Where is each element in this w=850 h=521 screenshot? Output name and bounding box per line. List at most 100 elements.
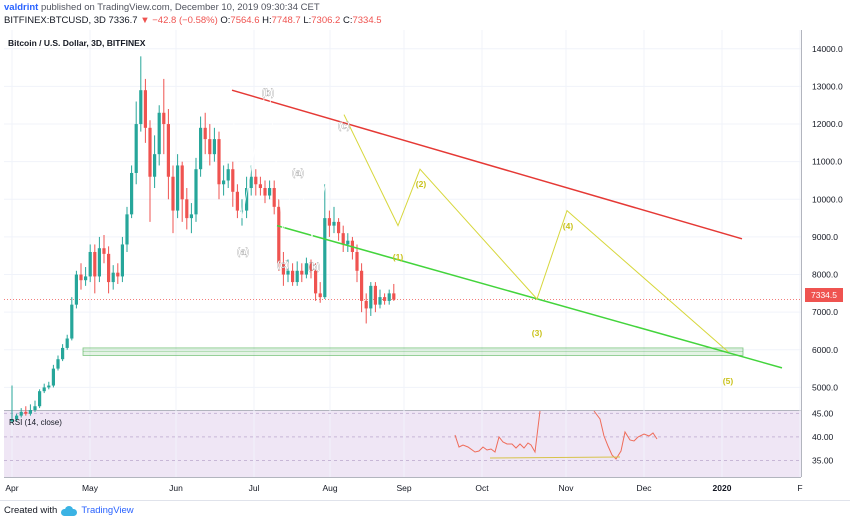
chart-title: Bitcoin / U.S. Dollar, 3D, BITFINEX: [8, 38, 146, 48]
candle-up: [212, 139, 216, 155]
candle-up: [249, 176, 253, 189]
wave-label-white: (c): [277, 260, 289, 271]
candle-up: [125, 214, 129, 245]
rsi-indicator: [454, 410, 658, 460]
candle-up: [286, 270, 290, 275]
candle-down: [116, 272, 120, 277]
wave-label-white: (a): [292, 168, 304, 179]
candle-up: [130, 172, 134, 215]
wave-label-yellow: (3): [532, 328, 543, 338]
candle-up: [245, 188, 249, 211]
price-tick-label: 13000.0: [812, 81, 843, 91]
low-label: L:: [303, 15, 312, 26]
price-tick-label: 11000.0: [812, 157, 842, 167]
rsi-tick-label: 40.00: [812, 432, 834, 442]
candle-up: [38, 391, 42, 407]
publisher-header: valdrint published on TradingView.com, D…: [0, 0, 850, 30]
candle-up: [28, 410, 32, 414]
candle-down: [383, 297, 387, 301]
time-axis[interactable]: Apr May Jun Jul Aug Sep Oct Nov Dec 2020 F: [5, 483, 802, 493]
candle-up: [295, 270, 299, 283]
candle-down: [360, 270, 364, 301]
price-tick-label: 7000.0: [812, 307, 838, 317]
candle-up: [268, 188, 272, 196]
rsi-line-segment-2: [593, 410, 658, 460]
candle-up: [134, 124, 138, 173]
candle-up: [42, 387, 46, 392]
descending-resistance-line: [231, 89, 743, 240]
candle-up: [222, 180, 226, 185]
price-pane[interactable]: [4, 30, 801, 410]
candle-up: [33, 406, 37, 410]
candle-down: [143, 90, 147, 128]
rsi-tick-label: 35.00: [812, 456, 834, 466]
wave-label-yellow: (1): [393, 252, 404, 262]
candle-down: [171, 176, 175, 211]
candle-up: [240, 210, 244, 212]
candle-up: [111, 272, 115, 283]
candle-up: [15, 415, 19, 420]
candle-down: [231, 169, 235, 192]
rsi-line-segment-1: [454, 410, 541, 454]
open-value: 7564.6: [230, 15, 260, 26]
rsi-label: RSI (14, close): [9, 418, 62, 427]
ohlc-summary: BITFINEX:BTCUSD, 3D 7336.7 ▼ −42.8 (−0.5…: [4, 15, 382, 26]
tradingview-logo-icon[interactable]: [61, 505, 78, 516]
current-price-tag: 7334.5: [805, 288, 843, 302]
close-label: C:: [342, 15, 353, 26]
candle-up: [65, 338, 69, 348]
candle-down: [217, 139, 221, 185]
price-axis[interactable]: 14000.0 13000.0 12000.0 11000.0 10000.0 9000.…: [812, 44, 843, 466]
candle-up: [88, 251, 92, 277]
yellow-wave-path: [343, 114, 729, 353]
candle-down: [93, 251, 97, 277]
rsi-pane[interactable]: [4, 411, 801, 477]
candle-down: [277, 206, 281, 264]
candle-up: [157, 112, 161, 155]
candle-up: [332, 221, 336, 226]
publisher-username[interactable]: valdrint: [4, 2, 39, 13]
published-text: published on TradingView.com, December 1…: [40, 2, 320, 13]
candle-up: [120, 244, 124, 277]
candle-down: [300, 270, 304, 275]
low-value: 7306.2: [311, 15, 341, 26]
candle-up: [19, 411, 23, 416]
candle-down: [258, 184, 262, 189]
created-with-text: Created with: [4, 505, 58, 516]
candle-down: [185, 199, 189, 219]
rsi-tick-label: 45.00: [812, 408, 834, 418]
candle-down: [341, 233, 345, 245]
candle-up: [74, 274, 78, 305]
time-tick-label: F: [797, 483, 802, 493]
candle-down: [327, 218, 331, 226]
candle-up: [304, 263, 308, 275]
time-tick-label: Dec: [636, 483, 652, 493]
candle-down: [291, 270, 295, 283]
candle-up: [139, 90, 143, 125]
price-chart[interactable]: (b) (a) (a) (c) (b) (c) (1) (2) (3) (4) (5) 14000.…: [0, 30, 850, 500]
time-tick-label: Oct: [475, 483, 489, 493]
time-tick-label: Apr: [5, 483, 18, 493]
brand-name[interactable]: TradingView: [81, 505, 134, 516]
time-tick-label: Jul: [249, 483, 260, 493]
time-tick-label: 2020: [713, 483, 732, 493]
price-tick-label: 12000.0: [812, 119, 843, 129]
rsi-support-line: [489, 456, 621, 459]
candle-up: [346, 240, 350, 245]
candle-up: [70, 304, 74, 339]
footer: Created with TradingView: [0, 500, 850, 521]
candle-down: [314, 270, 318, 294]
candle-down: [272, 188, 276, 207]
time-tick-label: Sep: [396, 483, 411, 493]
price-change: ▼ −42.8 (−0.58%): [140, 15, 218, 26]
candle-down: [318, 293, 322, 298]
wave-lines: [227, 56, 729, 353]
candle-up: [61, 347, 65, 360]
price-tick-label: 10000.0: [812, 194, 843, 204]
support-zone: [4, 299, 801, 356]
wave-label-yellow: (5): [723, 376, 734, 386]
candle-up: [51, 368, 55, 386]
candle-down: [355, 251, 359, 271]
candle-down: [162, 112, 166, 125]
symbol-label: BITFINEX:BTCUSD, 3D: [4, 15, 106, 26]
